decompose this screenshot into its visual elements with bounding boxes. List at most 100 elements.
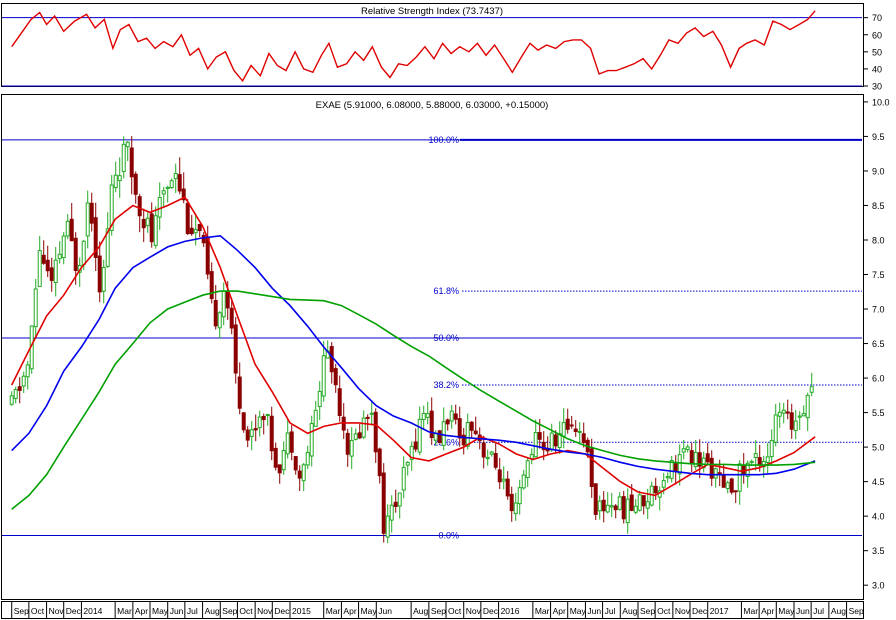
x-tick-label: Jul bbox=[605, 606, 616, 616]
candle-body bbox=[513, 502, 518, 515]
candle-body bbox=[677, 454, 682, 475]
candle-body bbox=[269, 415, 274, 452]
candle-body bbox=[561, 421, 566, 437]
candle-body bbox=[101, 266, 106, 292]
candle-body bbox=[9, 395, 14, 405]
candle-body bbox=[433, 433, 438, 441]
x-tick-label: Sep bbox=[14, 606, 29, 616]
x-tick-label: Jun bbox=[378, 606, 392, 616]
price-title: EXAE (5.91000, 6.08000, 5.88000, 6.03000… bbox=[316, 100, 549, 111]
candle-body bbox=[245, 429, 250, 441]
candle-body bbox=[41, 254, 46, 264]
candle-body bbox=[665, 476, 670, 479]
x-tick-label: Mar bbox=[535, 606, 550, 616]
candle-body bbox=[217, 312, 222, 329]
candle-body bbox=[145, 217, 150, 227]
candle-body bbox=[37, 250, 42, 287]
candle-body bbox=[229, 307, 234, 329]
price-tick-label: 3.5 bbox=[872, 546, 885, 556]
x-tick-label: May bbox=[152, 606, 169, 616]
candle-body bbox=[93, 217, 98, 258]
candle-body bbox=[349, 439, 354, 457]
candle-body bbox=[721, 474, 726, 488]
candle-body bbox=[685, 446, 690, 450]
candle-body bbox=[193, 229, 198, 234]
candle-body bbox=[65, 220, 70, 237]
x-tick-label: Sep bbox=[431, 606, 446, 616]
candle-body bbox=[253, 428, 258, 431]
candle-body bbox=[777, 411, 782, 417]
candle-body bbox=[789, 412, 794, 430]
candle-body bbox=[209, 271, 214, 300]
candle-body bbox=[221, 290, 226, 318]
candle-body bbox=[105, 228, 110, 267]
candle-body bbox=[645, 501, 650, 509]
x-tick-label: Nov bbox=[49, 606, 65, 616]
candle-body bbox=[537, 432, 542, 440]
candle-body bbox=[169, 180, 174, 189]
rsi-tick-label: 50 bbox=[872, 47, 882, 57]
candle-body bbox=[489, 451, 494, 455]
candle-body bbox=[305, 451, 310, 466]
x-tick-label: Mar bbox=[743, 606, 758, 616]
rsi-tick-label: 40 bbox=[872, 64, 882, 74]
candle-body bbox=[801, 413, 806, 417]
candle-body bbox=[293, 456, 298, 471]
candle-body bbox=[593, 483, 598, 515]
rsi-series-group bbox=[11, 10, 816, 83]
candle-body bbox=[437, 430, 442, 444]
candle-body bbox=[85, 202, 90, 237]
candle-body bbox=[641, 495, 646, 507]
candle-body bbox=[533, 432, 538, 458]
candle-body bbox=[137, 196, 142, 217]
fib-label: 0.0% bbox=[438, 530, 459, 540]
fib-label: 23.6% bbox=[433, 437, 459, 447]
candle-body bbox=[481, 442, 486, 458]
candle-body bbox=[781, 409, 786, 414]
x-tick-label: Jun bbox=[587, 606, 601, 616]
candle-body bbox=[153, 215, 158, 246]
price-tick-label: 10.0 bbox=[872, 97, 890, 107]
rsi-panel: Relative Strength Index (73.7437) 70 60 50… bbox=[1, 3, 882, 92]
candle-body bbox=[409, 445, 414, 461]
candle-body bbox=[597, 500, 602, 512]
candle-body bbox=[573, 428, 578, 432]
candle-body bbox=[73, 237, 78, 271]
x-tick-label: Dec bbox=[66, 606, 82, 616]
price-tick-label: 9.0 bbox=[872, 166, 885, 176]
candle-body bbox=[729, 478, 734, 493]
price-tick-label: 4.5 bbox=[872, 477, 885, 487]
candle-body bbox=[81, 240, 86, 266]
candle-body bbox=[605, 504, 610, 513]
price-tick-label: 7.0 bbox=[872, 305, 885, 315]
x-tick-label: Oct bbox=[657, 606, 671, 616]
candle-body bbox=[333, 368, 338, 386]
candle-body bbox=[401, 466, 406, 491]
rsi-tick-label: 60 bbox=[872, 30, 882, 40]
rsi-line bbox=[11, 10, 816, 83]
x-tick-label: May bbox=[570, 606, 587, 616]
candle-body bbox=[445, 419, 450, 425]
candle-body bbox=[369, 412, 374, 415]
candle-body bbox=[497, 469, 502, 483]
candle-body bbox=[313, 409, 318, 427]
x-tick-label: Oct bbox=[239, 606, 253, 616]
x-tick-label: Aug bbox=[413, 606, 428, 616]
candle-body bbox=[397, 492, 402, 507]
candle-body bbox=[457, 418, 462, 439]
candle-body bbox=[33, 288, 38, 328]
moving-average-group bbox=[10, 196, 816, 510]
candle-body bbox=[581, 433, 586, 443]
price-tick-label: 6.0 bbox=[872, 374, 885, 384]
candle-body bbox=[321, 355, 326, 397]
fib-label: 61.8% bbox=[433, 286, 459, 296]
candle-body bbox=[429, 410, 434, 439]
x-tick-label: Oct bbox=[31, 606, 45, 616]
candle-body bbox=[381, 472, 386, 534]
price-tick-label: 9.5 bbox=[872, 132, 885, 142]
x-tick-label: May bbox=[778, 606, 795, 616]
candle-body bbox=[661, 480, 666, 488]
candle-body bbox=[13, 389, 18, 399]
rsi-y-axis: 70 60 50 40 30 bbox=[863, 13, 882, 92]
price-tick-label: 7.5 bbox=[872, 270, 885, 280]
